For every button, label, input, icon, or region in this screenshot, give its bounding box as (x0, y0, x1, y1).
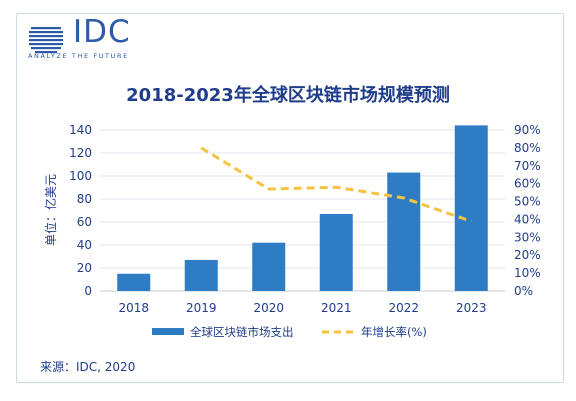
bar-2018 (117, 273, 151, 291)
y2-tick-label: 50% (514, 195, 541, 209)
logo-tagline: ANALYZE THE FUTURE (28, 52, 129, 60)
y-tick-label: 60 (77, 215, 92, 229)
y2-tick-label: 70% (514, 159, 541, 173)
x-tick-label: 2023 (456, 301, 487, 315)
y-tick-label: 80 (77, 192, 92, 206)
bar-2023 (454, 125, 488, 292)
x-tick-label: 2019 (186, 301, 217, 315)
y2-tick-label: 80% (514, 141, 541, 155)
y2-tick-label: 90% (514, 123, 541, 137)
x-tick-label: 2022 (388, 301, 419, 315)
source-note: 来源：IDC, 2020 (40, 360, 136, 374)
chart-title: 2018-2023年全球区块链市场规模预测 (126, 85, 450, 106)
idc-logo-icon (29, 27, 63, 54)
legend: 全球区块链市场支出 年增长率(%) (152, 325, 427, 339)
y-tick-label: 100 (69, 169, 92, 183)
y-tick-label: 0 (84, 284, 92, 298)
legend-label-spending: 全球区块链市场支出 (190, 325, 294, 339)
x-tick-label: 2021 (321, 301, 352, 315)
logo-wordmark: IDC (73, 14, 131, 50)
bar-2019 (184, 259, 218, 291)
y2-tick-label: 10% (514, 266, 541, 280)
x-tick-label: 2018 (118, 301, 149, 315)
y-axis-label: 单位：亿美元 (43, 174, 58, 246)
y-tick-label: 40 (77, 238, 92, 252)
x-tick-label: 2020 (253, 301, 284, 315)
legend-label-growth: 年增长率(%) (361, 325, 427, 339)
y2-tick-label: 20% (514, 248, 541, 262)
y2-tick-label: 0% (514, 284, 533, 298)
y2-tick-label: 60% (514, 177, 541, 191)
bar-2021 (319, 213, 353, 291)
y-tick-label: 120 (69, 146, 92, 160)
y-tick-label: 140 (69, 123, 92, 137)
y-tick-label: 20 (77, 261, 92, 275)
growth-rate-line (200, 146, 472, 223)
y2-tick-label: 30% (514, 230, 541, 244)
legend-swatch-bar (152, 328, 184, 335)
y2-tick-label: 40% (514, 212, 541, 226)
bar-2022 (387, 172, 421, 291)
bar-2020 (252, 242, 286, 291)
